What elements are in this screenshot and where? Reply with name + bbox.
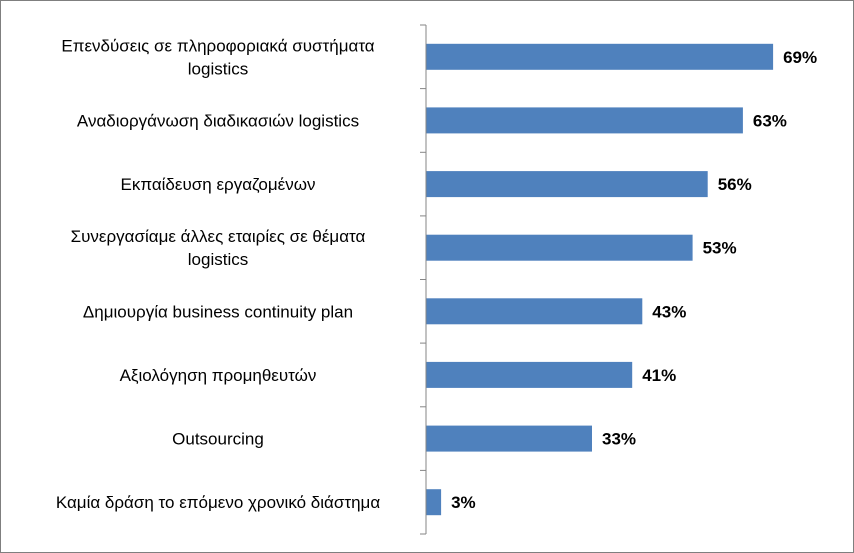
bar	[426, 234, 693, 261]
category-label-line: Δημιουργία business continuity plan	[83, 302, 353, 321]
bar	[426, 489, 442, 516]
category-label: Αναδιοργάνωση διαδικασιών logistics	[77, 111, 359, 130]
category-label-line: Εκπαίδευση εργαζομένων	[121, 175, 316, 194]
value-label: 69%	[783, 48, 817, 67]
category-label-line: Outsourcing	[172, 430, 264, 449]
bar	[426, 361, 633, 388]
value-labels: 69% 63% 56% 53% 43% 41% 33% 3%	[451, 48, 817, 512]
value-label: 43%	[652, 302, 686, 321]
category-label-line: Επενδύσεις σε πληροφοριακά συστήματα	[61, 36, 374, 55]
category-labels: Επενδύσεις σε πληροφοριακά συστήματα logi…	[56, 36, 381, 512]
category-label: Δημιουργία business continuity plan	[83, 302, 353, 321]
category-label-line: Καμία δράση το επόμενο χρονικό διάστημα	[56, 493, 381, 512]
category-label: Αξιολόγηση προμηθευτών	[120, 366, 317, 385]
value-label: 33%	[602, 430, 636, 449]
category-label: Outsourcing	[172, 430, 264, 449]
value-label: 63%	[753, 111, 787, 130]
value-label: 41%	[642, 366, 676, 385]
category-label: Εκπαίδευση εργαζομένων	[121, 175, 316, 194]
category-label: Καμία δράση το επόμενο χρονικό διάστημα	[56, 493, 381, 512]
category-label: Επενδύσεις σε πληροφοριακά συστήματα logi…	[61, 36, 374, 78]
bar	[426, 298, 643, 325]
category-label-line: Αξιολόγηση προμηθευτών	[120, 366, 317, 385]
category-axis	[420, 24, 427, 535]
bar	[426, 107, 743, 134]
value-label: 3%	[451, 493, 476, 512]
category-label-line: logistics	[188, 59, 248, 78]
category-label: Συνεργασίαμε άλλες εταιρίες σε θέματα log…	[71, 227, 366, 269]
category-label-line: logistics	[188, 250, 248, 269]
bar	[426, 425, 592, 452]
bars-layer	[426, 43, 774, 516]
category-label-line: Αναδιοργάνωση διαδικασιών logistics	[77, 111, 359, 130]
value-label: 56%	[718, 175, 752, 194]
bar	[426, 43, 774, 70]
value-label: 53%	[703, 239, 737, 258]
category-label-line: Συνεργασίαμε άλλες εταιρίες σε θέματα	[71, 227, 366, 246]
bar	[426, 171, 708, 198]
